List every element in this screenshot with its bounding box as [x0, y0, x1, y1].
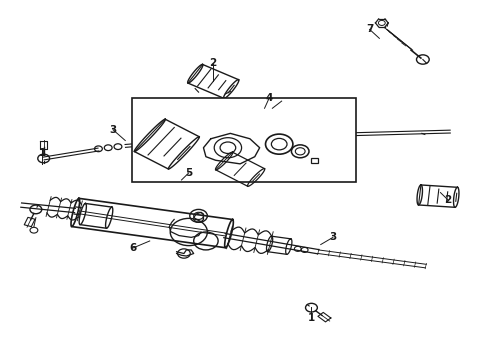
Text: 5: 5 [185, 168, 193, 178]
Text: 3: 3 [329, 232, 337, 242]
Bar [311, 158, 318, 163]
Bar [132, 98, 356, 182]
Text: 7: 7 [366, 24, 373, 35]
Text: 2: 2 [210, 58, 217, 68]
Text: 6: 6 [129, 243, 136, 253]
Text: 1: 1 [39, 148, 46, 158]
Text: 3: 3 [109, 125, 117, 135]
Text: 1: 1 [307, 313, 315, 323]
Text: 2: 2 [444, 195, 451, 205]
Text: 4: 4 [266, 93, 273, 103]
